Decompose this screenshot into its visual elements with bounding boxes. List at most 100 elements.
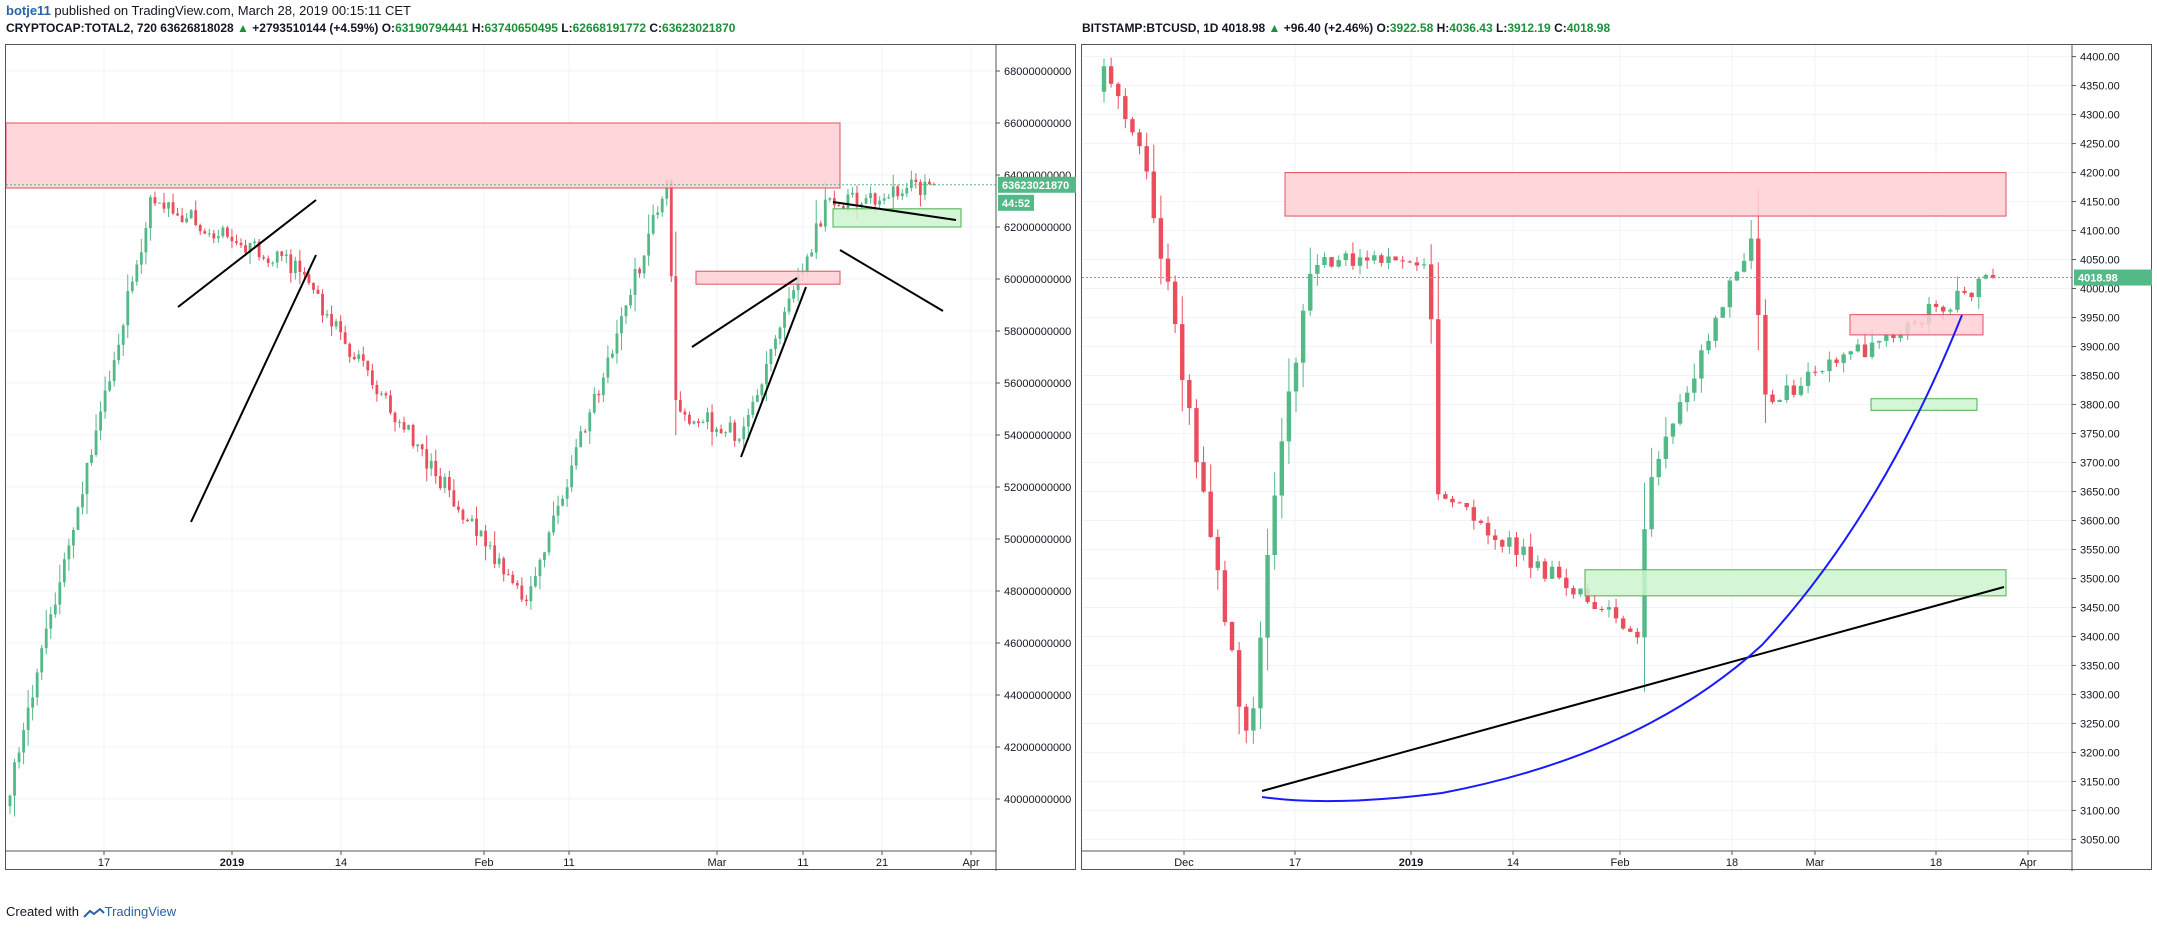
candle-body (1478, 520, 1484, 523)
candle-body (1528, 546, 1533, 568)
candle-body (909, 179, 913, 188)
candle-body (787, 298, 791, 312)
price-tick-label: 3800.00 (2080, 400, 2120, 412)
trend-line (740, 286, 807, 458)
candle-body (1393, 256, 1398, 261)
last-right: 4018.98 (1221, 21, 1266, 35)
time-tick-label: Feb (475, 857, 494, 869)
price-tag (998, 176, 1076, 193)
resistance-zone (695, 270, 841, 285)
candle-body (1784, 385, 1789, 400)
candles (8, 170, 936, 817)
candle-body (928, 181, 931, 185)
candle-body (121, 325, 125, 345)
price-tick-label: 62000000000 (1004, 222, 1071, 234)
candle-body (466, 519, 469, 522)
price-tick-label: 3950.00 (2080, 313, 2120, 325)
candle-body (1251, 708, 1256, 731)
candle-body (665, 179, 669, 199)
candle-body (1706, 340, 1711, 351)
candle-body (561, 498, 564, 506)
candle-body (167, 202, 170, 209)
candle-body (1300, 310, 1306, 363)
candle-body (216, 236, 220, 239)
price-tick-label: 3600.00 (2080, 515, 2120, 527)
candle-body (1507, 537, 1512, 547)
chart-btcusd[interactable]: 3050.00 3100.00 3150.00 3200.00 3250.00 3300.… (1082, 45, 2153, 871)
candle-body (457, 506, 460, 510)
candle-body (1542, 561, 1548, 579)
price-tick-label: 3650.00 (2080, 486, 2120, 498)
close-left: 63623021870 (662, 21, 736, 35)
candle-body (1699, 350, 1704, 379)
time-tick-label: 18 (1930, 857, 1942, 869)
tradingview-link[interactable]: TradingView (104, 904, 177, 919)
candle-body (194, 210, 198, 226)
candle-body (425, 449, 429, 469)
candle-body (49, 614, 53, 629)
candle-body (914, 179, 918, 182)
price-tick-label: 3200.00 (2080, 747, 2120, 759)
candle-body (1692, 378, 1697, 393)
candle-body (1286, 391, 1292, 442)
price-tick-label: 40000000000 (1004, 794, 1071, 806)
candle-body (1343, 253, 1349, 261)
up-arrow-icon: ▲ (1268, 21, 1281, 35)
price-tick-label: 68000000000 (1004, 66, 1071, 78)
timer-tag (998, 194, 1034, 211)
change-left: +2793510144 (+4.59%) (252, 21, 379, 35)
candle-body (429, 460, 433, 469)
price-tag-label: 4018.98 (2078, 273, 2118, 285)
price-tick-label: 54000000000 (1004, 430, 1071, 442)
candle-body (570, 465, 574, 488)
candle-body (1322, 257, 1327, 265)
candle-body (1279, 441, 1285, 496)
candle-body (1620, 618, 1626, 629)
open-right: 3922.58 (1389, 21, 1434, 35)
candle-body (112, 360, 116, 382)
price-tick-label: 44000000000 (1004, 690, 1071, 702)
candle-body (1933, 303, 1939, 307)
candle-body (1677, 402, 1683, 424)
candle-body (266, 258, 270, 263)
candle-body (198, 225, 202, 232)
price-tick-label: 60000000000 (1004, 274, 1071, 286)
candle-body (99, 411, 102, 431)
low-left: 62668191772 (572, 21, 647, 35)
candle-body (126, 291, 130, 326)
trend-line (832, 201, 957, 221)
time-tick-label: 14 (335, 857, 347, 869)
candle-body (1428, 264, 1434, 320)
candle-body (1976, 278, 1981, 298)
candle-body (515, 583, 519, 586)
candle-body (1108, 66, 1114, 84)
close-label-left: C: (649, 21, 663, 35)
candle-body (697, 421, 700, 424)
candle-body (452, 490, 456, 507)
candle-body (774, 338, 777, 350)
candle-body (62, 559, 66, 583)
candle-body (158, 202, 161, 204)
candle-body (502, 558, 506, 575)
low-right: 3912.19 (1507, 21, 1551, 35)
candle-body (189, 210, 193, 219)
candle-body (1165, 258, 1171, 282)
chart-panel-total2[interactable]: 40000000000 42000000000 44000000000 4600000… (5, 44, 1077, 871)
author-link[interactable]: botje11 (6, 3, 51, 18)
time-tick-label: 17 (1289, 857, 1301, 869)
candle-body (26, 707, 30, 731)
candle-body (85, 462, 89, 495)
candle-body (1379, 255, 1384, 263)
candle-body (882, 198, 886, 201)
candle-body (1770, 394, 1775, 402)
publish-date: published on TradingView.com, March 28, … (54, 3, 411, 18)
chart-panel-btcusd[interactable]: 3050.00 3100.00 3150.00 3200.00 3250.00 3300.… (1081, 44, 2153, 871)
candle-body (497, 558, 501, 565)
candle-body (706, 412, 709, 422)
candle-body (1763, 315, 1768, 395)
chart-total2[interactable]: 40000000000 42000000000 44000000000 4600000… (6, 45, 1077, 871)
candle-body (601, 377, 605, 396)
candle-body (1130, 119, 1135, 133)
candle-body (524, 599, 528, 602)
candle-body (1187, 380, 1192, 409)
